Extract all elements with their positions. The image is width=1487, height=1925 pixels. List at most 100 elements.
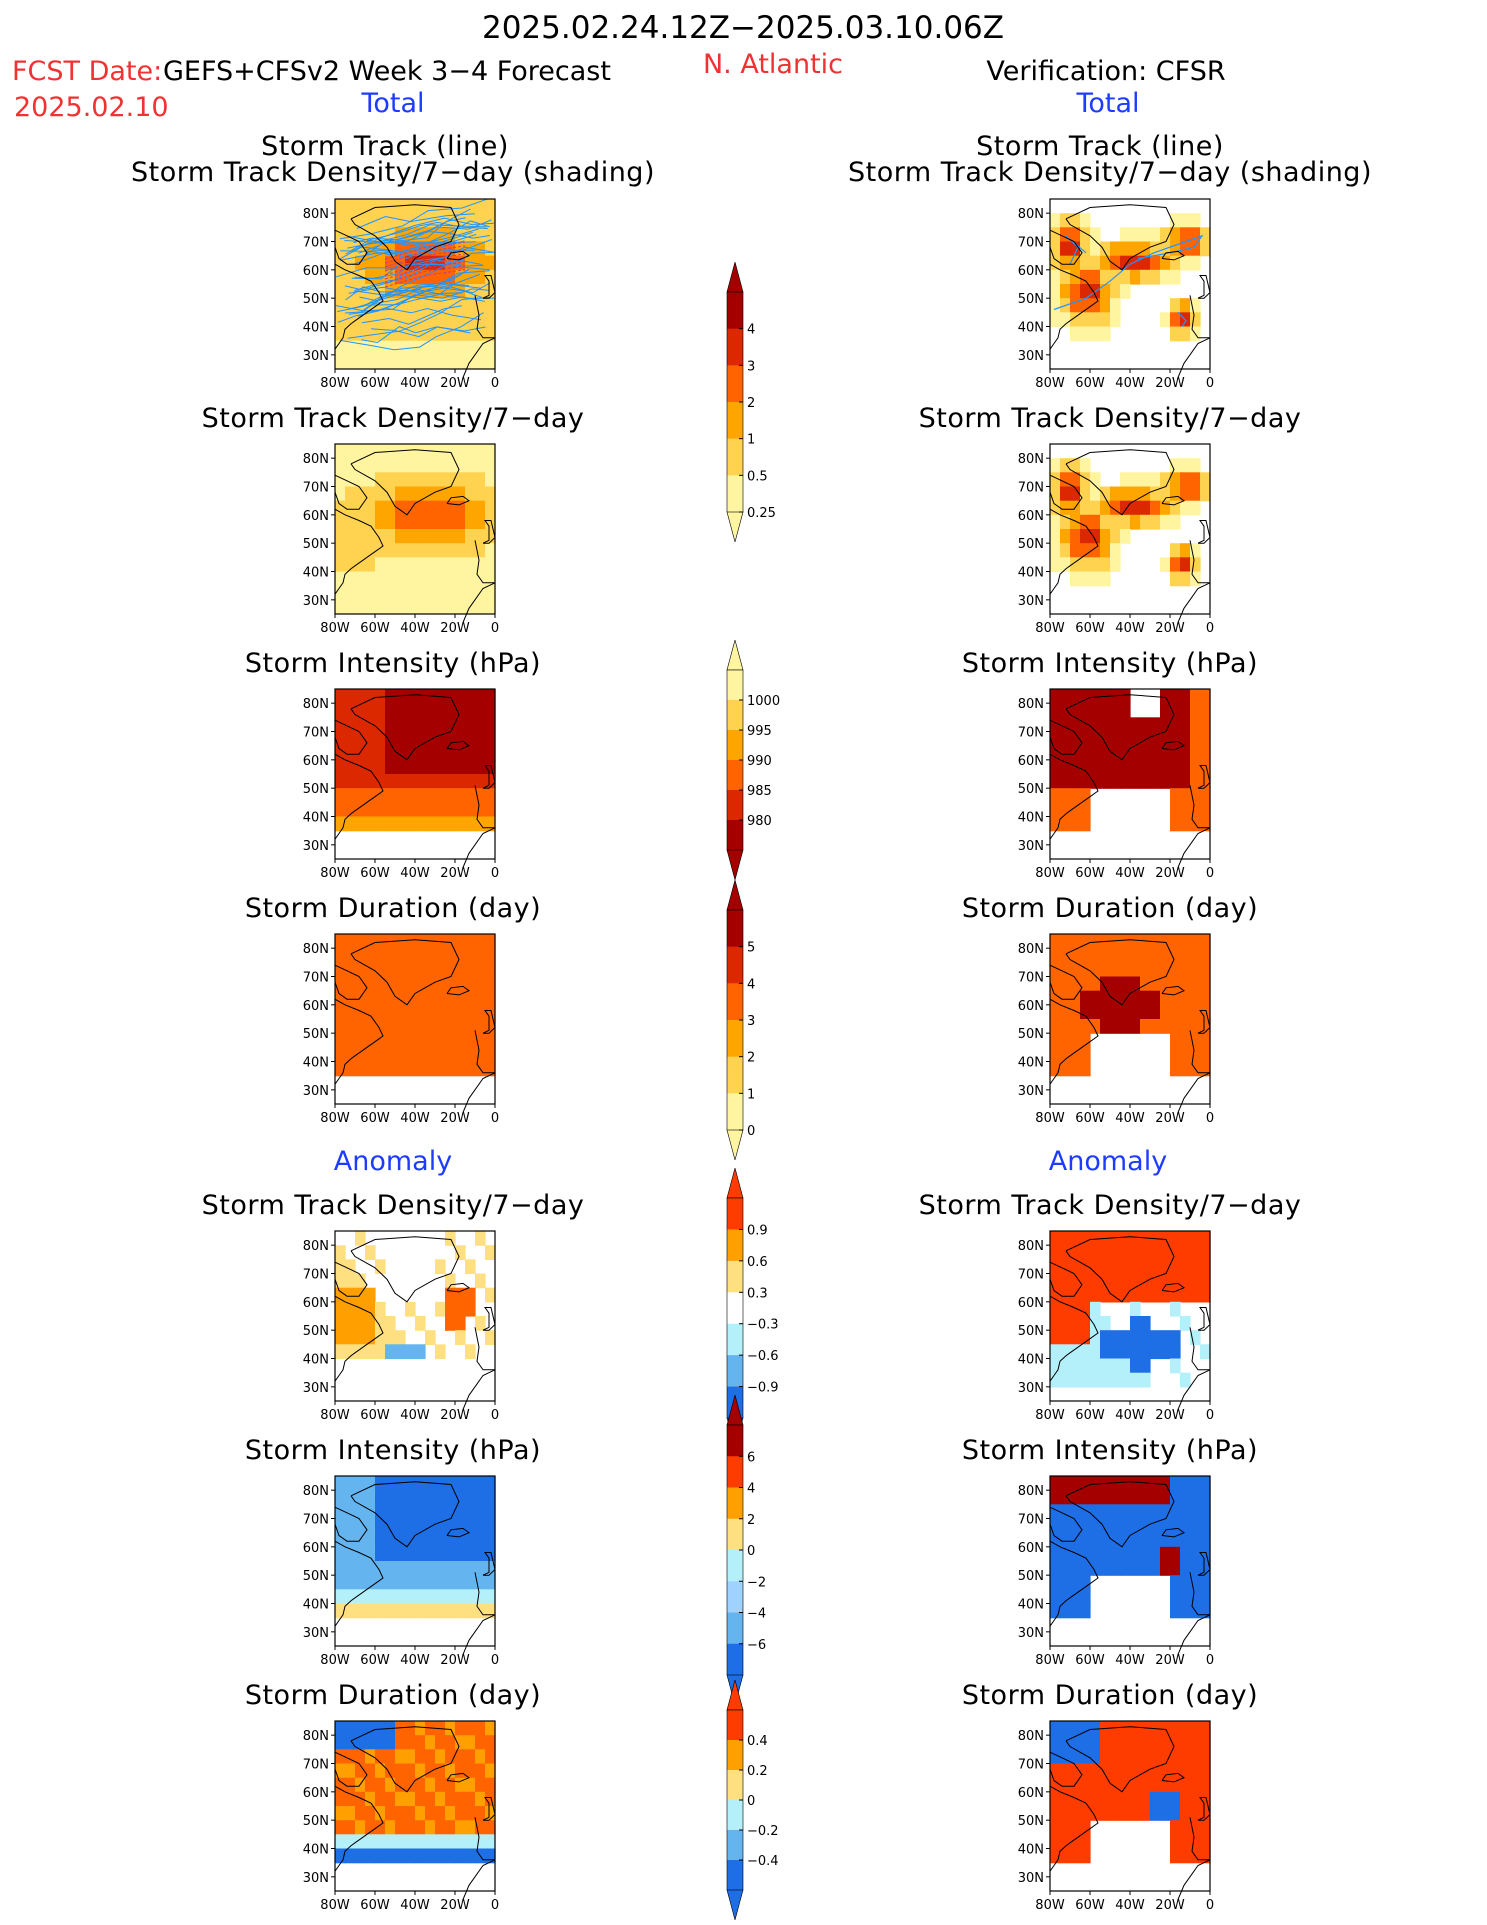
svg-text:−0.3: −0.3 bbox=[747, 1318, 779, 1333]
svg-text:40N: 40N bbox=[303, 1843, 329, 1858]
svg-text:80N: 80N bbox=[1018, 207, 1044, 222]
svg-text:3: 3 bbox=[747, 1014, 755, 1029]
svg-text:80W: 80W bbox=[320, 621, 350, 635]
svg-text:30N: 30N bbox=[303, 1626, 329, 1641]
svg-text:30N: 30N bbox=[303, 349, 329, 364]
svg-text:30N: 30N bbox=[1018, 1084, 1044, 1099]
svg-text:60N: 60N bbox=[303, 1541, 329, 1556]
svg-text:40W: 40W bbox=[1115, 376, 1145, 390]
svg-text:−0.4: −0.4 bbox=[747, 1854, 779, 1869]
svg-text:60W: 60W bbox=[1075, 1408, 1105, 1422]
section-anomaly-right: Anomaly bbox=[1048, 1146, 1168, 1177]
svg-text:30N: 30N bbox=[303, 1871, 329, 1886]
svg-text:50N: 50N bbox=[303, 1814, 329, 1829]
svg-text:40N: 40N bbox=[303, 1353, 329, 1368]
svg-text:80N: 80N bbox=[1018, 1484, 1044, 1499]
title-track-density-shading-right: Storm Track Density/7−day (shading) bbox=[848, 157, 1372, 188]
svg-text:70N: 70N bbox=[1018, 1758, 1044, 1773]
svg-text:60W: 60W bbox=[360, 1653, 390, 1667]
svg-text:30N: 30N bbox=[303, 1084, 329, 1099]
svg-text:0: 0 bbox=[747, 1794, 755, 1809]
svg-text:20W: 20W bbox=[440, 1898, 470, 1912]
svg-text:80W: 80W bbox=[320, 1653, 350, 1667]
svg-text:30N: 30N bbox=[1018, 1871, 1044, 1886]
section-anomaly-left: Anomaly bbox=[333, 1146, 453, 1177]
colorbar-density-total: 4 3 2 1 0.5 0.25 bbox=[726, 262, 776, 542]
svg-text:5: 5 bbox=[747, 941, 755, 956]
svg-text:30N: 30N bbox=[1018, 349, 1044, 364]
map-total-intensity-forecast: 80N 70N 60N 50N 40N 30N 80W 60W 40W 20W 0 bbox=[303, 688, 499, 880]
svg-text:20W: 20W bbox=[440, 866, 470, 880]
title-anom-density-left: Storm Track Density/7−day bbox=[201, 1190, 585, 1221]
map-total-density-verification: 80N 70N 60N 50N 40N 30N 80W 60W 40W 20W 0 bbox=[1018, 443, 1214, 635]
model-label: GEFS+CFSv2 Week 3−4 Forecast bbox=[163, 56, 611, 87]
svg-text:70N: 70N bbox=[1018, 971, 1044, 986]
svg-text:20W: 20W bbox=[440, 376, 470, 390]
svg-text:80N: 80N bbox=[303, 1239, 329, 1254]
map-anom-duration-forecast: 80N 70N 60N 50N 40N 30N 80W 60W 40W 20W 0 bbox=[303, 1720, 499, 1912]
title-intensity-right: Storm Intensity (hPa) bbox=[961, 648, 1259, 679]
map-anom-intensity-forecast: 80N 70N 60N 50N 40N 30N 80W 60W 40W 20W 0 bbox=[303, 1475, 499, 1667]
svg-text:20W: 20W bbox=[440, 1653, 470, 1667]
svg-text:0: 0 bbox=[491, 866, 499, 880]
svg-text:60N: 60N bbox=[1018, 509, 1044, 524]
svg-text:60W: 60W bbox=[360, 376, 390, 390]
svg-text:40W: 40W bbox=[1115, 1653, 1145, 1667]
verification-label: Verification: CFSR bbox=[986, 56, 1226, 87]
svg-text:0: 0 bbox=[491, 1653, 499, 1667]
svg-text:40N: 40N bbox=[1018, 1353, 1044, 1368]
svg-text:80N: 80N bbox=[303, 207, 329, 222]
svg-text:80N: 80N bbox=[1018, 452, 1044, 467]
svg-text:20W: 20W bbox=[1155, 376, 1185, 390]
svg-text:60W: 60W bbox=[360, 1898, 390, 1912]
svg-text:−0.2: −0.2 bbox=[747, 1824, 779, 1839]
svg-text:0: 0 bbox=[747, 1124, 755, 1139]
svg-text:60N: 60N bbox=[1018, 754, 1044, 769]
section-total-left: Total bbox=[361, 88, 425, 119]
title-track-density-shading-left: Storm Track Density/7−day (shading) bbox=[131, 157, 655, 188]
svg-text:1: 1 bbox=[747, 1087, 755, 1102]
svg-text:60W: 60W bbox=[1075, 1111, 1105, 1125]
svg-text:80W: 80W bbox=[320, 1898, 350, 1912]
svg-text:60W: 60W bbox=[1075, 1653, 1105, 1667]
svg-text:40N: 40N bbox=[303, 321, 329, 336]
svg-text:4: 4 bbox=[747, 1482, 755, 1497]
svg-text:20W: 20W bbox=[1155, 1898, 1185, 1912]
svg-text:−2: −2 bbox=[747, 1575, 766, 1590]
svg-text:0.5: 0.5 bbox=[747, 469, 768, 484]
map-total-density-forecast: 80N 70N 60N 50N 40N 30N 80W 60W 40W 20W 0 bbox=[303, 443, 499, 635]
map-total-track-line-verification: 80N 70N 60N 50N 40N 30N 80W 60W 40W 20W 0 bbox=[1018, 198, 1214, 390]
svg-text:70N: 70N bbox=[303, 1268, 329, 1283]
svg-text:70N: 70N bbox=[1018, 726, 1044, 741]
svg-text:60N: 60N bbox=[1018, 1541, 1044, 1556]
svg-text:80W: 80W bbox=[1035, 376, 1065, 390]
svg-text:−6: −6 bbox=[747, 1638, 766, 1653]
svg-text:80W: 80W bbox=[320, 866, 350, 880]
svg-text:60N: 60N bbox=[303, 999, 329, 1014]
svg-text:80N: 80N bbox=[303, 697, 329, 712]
svg-text:60N: 60N bbox=[303, 1786, 329, 1801]
svg-text:70N: 70N bbox=[1018, 1268, 1044, 1283]
svg-text:40W: 40W bbox=[400, 1111, 430, 1125]
svg-text:40N: 40N bbox=[1018, 1056, 1044, 1071]
fcst-date-label: FCST Date: bbox=[12, 56, 163, 87]
colorbar-intensity-total: 1000 995 990 985 980 bbox=[726, 640, 780, 880]
svg-text:50N: 50N bbox=[303, 1324, 329, 1339]
svg-text:20W: 20W bbox=[1155, 866, 1185, 880]
period-title: 2025.02.24.12Z−2025.03.10.06Z bbox=[481, 10, 1005, 46]
svg-text:50N: 50N bbox=[303, 537, 329, 552]
svg-text:80W: 80W bbox=[1035, 621, 1065, 635]
svg-text:60N: 60N bbox=[1018, 1786, 1044, 1801]
svg-text:40W: 40W bbox=[400, 621, 430, 635]
svg-text:70N: 70N bbox=[1018, 236, 1044, 251]
svg-text:80W: 80W bbox=[320, 376, 350, 390]
svg-text:0: 0 bbox=[491, 1111, 499, 1125]
colorbar-duration-anomaly: 0.4 0.2 0 −0.2 −0.4 bbox=[726, 1680, 779, 1920]
svg-text:40N: 40N bbox=[303, 1598, 329, 1613]
svg-text:60W: 60W bbox=[1075, 1898, 1105, 1912]
colorbar-duration-total: 5 4 3 2 1 0 bbox=[726, 880, 755, 1160]
svg-text:40N: 40N bbox=[1018, 321, 1044, 336]
title-anom-duration-right: Storm Duration (day) bbox=[961, 1680, 1259, 1711]
svg-text:60W: 60W bbox=[1075, 621, 1105, 635]
map-anom-density-forecast: 80N 70N 60N 50N 40N 30N 80W 60W 40W 20W 0 bbox=[303, 1230, 499, 1422]
